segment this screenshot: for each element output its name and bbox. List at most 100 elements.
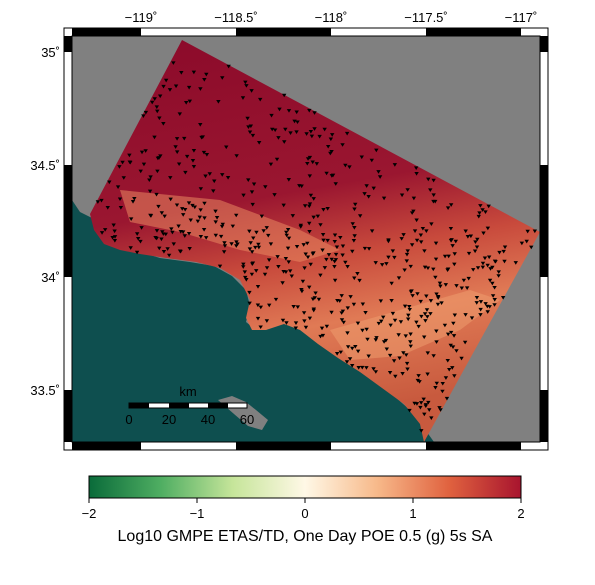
inverted-triangle-icon xyxy=(417,380,422,384)
inverted-triangle-icon xyxy=(412,229,418,233)
inverted-triangle-icon xyxy=(448,330,454,335)
inverted-triangle-icon xyxy=(202,201,207,206)
inverted-triangle-icon xyxy=(139,226,144,230)
inverted-triangle-icon xyxy=(256,245,262,250)
inverted-triangle-icon xyxy=(201,150,207,155)
inverted-triangle-icon xyxy=(163,78,169,83)
inverted-triangle-icon xyxy=(301,311,307,315)
inverted-triangle-icon xyxy=(186,201,192,205)
inverted-triangle-icon xyxy=(461,278,467,283)
inverted-triangle-icon xyxy=(128,246,133,250)
inverted-triangle-icon xyxy=(322,266,328,270)
inverted-triangle-icon xyxy=(261,229,266,233)
inverted-triangle-icon xyxy=(496,274,501,278)
inverted-triangle-icon xyxy=(444,396,450,401)
inverted-triangle-icon xyxy=(316,297,322,302)
inverted-triangle-icon xyxy=(448,343,453,348)
inverted-triangle-icon xyxy=(277,107,282,112)
inverted-triangle-icon xyxy=(300,279,306,284)
low-hazard-band-east xyxy=(330,290,500,360)
inverted-triangle-icon xyxy=(450,345,456,350)
inverted-triangle-icon xyxy=(330,133,335,137)
inverted-triangle-icon xyxy=(356,365,361,370)
longitude-tick-label: −117˚ xyxy=(505,10,538,25)
inverted-triangle-icon xyxy=(483,302,488,306)
inverted-triangle-icon xyxy=(286,109,292,113)
inverted-triangle-icon xyxy=(290,214,296,218)
inverted-triangle-icon xyxy=(295,305,300,309)
inverted-triangle-icon xyxy=(345,306,351,311)
inverted-triangle-icon xyxy=(99,198,104,203)
inverted-triangle-icon xyxy=(496,270,501,274)
inverted-triangle-icon xyxy=(414,171,419,176)
inverted-triangle-icon xyxy=(525,229,530,234)
inverted-triangle-icon xyxy=(171,61,176,65)
colorbar-tick-label: 1 xyxy=(409,506,416,521)
inverted-triangle-icon xyxy=(340,143,345,147)
inverted-triangle-icon xyxy=(274,157,280,162)
inverted-triangle-icon xyxy=(174,150,180,155)
inverted-triangle-icon xyxy=(280,281,285,285)
inverted-triangle-icon xyxy=(325,207,330,211)
inverted-triangle-icon xyxy=(207,172,212,176)
inverted-triangle-icon xyxy=(425,372,430,377)
inverted-triangle-icon xyxy=(184,154,190,159)
inverted-triangle-icon xyxy=(325,144,331,149)
inverted-triangle-icon xyxy=(322,127,327,132)
inverted-triangle-icon xyxy=(357,214,363,218)
inverted-triangle-icon xyxy=(419,429,424,433)
inverted-triangle-icon xyxy=(451,334,457,338)
inverted-triangle-icon xyxy=(244,278,249,282)
inverted-triangle-icon xyxy=(168,176,173,180)
inverted-triangle-icon xyxy=(340,244,346,249)
inverted-triangle-icon xyxy=(347,357,353,361)
inverted-triangle-icon xyxy=(202,78,207,82)
inverted-triangle-icon xyxy=(433,275,438,280)
inverted-triangle-icon xyxy=(310,252,316,256)
inverted-triangle-icon xyxy=(312,127,317,131)
inverted-triangle-icon xyxy=(376,170,381,174)
inverted-triangle-icon xyxy=(213,233,219,238)
inverted-triangle-icon xyxy=(482,256,488,261)
inverted-triangle-icon xyxy=(475,237,480,242)
inverted-triangle-icon xyxy=(355,349,361,354)
inverted-triangle-icon xyxy=(424,229,429,234)
inverted-triangle-icon xyxy=(365,337,370,342)
inverted-triangle-icon xyxy=(264,226,269,230)
colorbar: −2 −1 0 1 2 Log10 GMPE ETAS/TD, One Day POE … xyxy=(82,475,525,545)
inverted-triangle-icon xyxy=(478,300,484,304)
inverted-triangle-icon xyxy=(161,84,166,89)
inverted-triangle-icon xyxy=(314,162,320,166)
inverted-triangle-icon xyxy=(338,235,343,240)
inverted-triangle-icon xyxy=(403,334,408,338)
inverted-triangle-icon xyxy=(255,316,261,321)
inverted-triangle-icon xyxy=(251,182,257,187)
inverted-triangle-icon xyxy=(396,276,402,280)
inverted-triangle-icon xyxy=(334,245,340,250)
inverted-triangle-icon xyxy=(440,381,445,386)
inverted-triangle-icon xyxy=(332,265,337,269)
inverted-triangle-icon xyxy=(218,234,224,239)
inverted-triangle-icon xyxy=(446,254,451,259)
inverted-triangle-icon xyxy=(476,214,481,219)
inverted-triangle-icon xyxy=(329,257,334,262)
inverted-triangle-icon xyxy=(332,239,337,244)
inverted-triangle-icon xyxy=(310,160,315,165)
inverted-triangle-icon xyxy=(180,207,185,211)
inverted-triangle-icon xyxy=(318,223,323,227)
inverted-triangle-icon xyxy=(264,266,270,270)
inverted-triangle-icon xyxy=(294,130,299,134)
inverted-triangle-icon xyxy=(442,323,448,328)
inverted-triangle-icon xyxy=(203,236,209,240)
inverted-triangle-icon xyxy=(182,136,187,141)
inverted-triangle-icon xyxy=(188,218,193,223)
inverted-triangle-icon xyxy=(246,178,251,183)
inverted-triangle-icon xyxy=(242,270,248,274)
inverted-triangle-icon xyxy=(373,370,379,374)
inverted-triangle-icon xyxy=(138,169,143,174)
inverted-triangle-icon xyxy=(452,313,458,318)
inverted-triangle-icon xyxy=(340,309,346,314)
scale-bar: km 0 20 40 60 xyxy=(125,384,254,427)
inverted-triangle-icon xyxy=(152,135,157,140)
inverted-triangle-icon xyxy=(405,367,410,372)
